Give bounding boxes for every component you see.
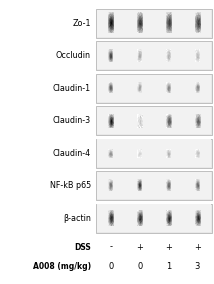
Bar	[96, 74, 212, 103]
Bar	[96, 9, 212, 38]
Text: 1: 1	[166, 262, 171, 272]
Bar	[96, 204, 212, 233]
Bar	[97, 172, 211, 199]
Text: Occludin: Occludin	[56, 51, 91, 60]
Text: +: +	[194, 243, 201, 252]
Bar	[96, 106, 212, 135]
Bar	[96, 171, 212, 200]
Bar	[97, 42, 211, 70]
Text: Claudin-1: Claudin-1	[53, 84, 91, 93]
Text: Claudin-4: Claudin-4	[53, 149, 91, 158]
Bar	[97, 204, 211, 232]
Text: Claudin-3: Claudin-3	[53, 116, 91, 125]
Bar	[96, 41, 212, 70]
Text: -: -	[109, 243, 112, 252]
Text: NF-kB p65: NF-kB p65	[50, 181, 91, 190]
Text: β-actin: β-actin	[63, 214, 91, 223]
Bar	[97, 139, 211, 167]
Text: +: +	[136, 243, 143, 252]
Bar	[97, 10, 211, 37]
Bar	[97, 107, 211, 134]
Bar	[96, 139, 212, 168]
Text: DSS: DSS	[74, 243, 91, 252]
Text: 3: 3	[195, 262, 200, 272]
Bar	[97, 75, 211, 102]
Text: Zo-1: Zo-1	[73, 19, 91, 28]
Text: 0: 0	[137, 262, 142, 272]
Text: A008 (mg/kg): A008 (mg/kg)	[33, 262, 91, 272]
Text: 0: 0	[108, 262, 113, 272]
Text: +: +	[165, 243, 172, 252]
